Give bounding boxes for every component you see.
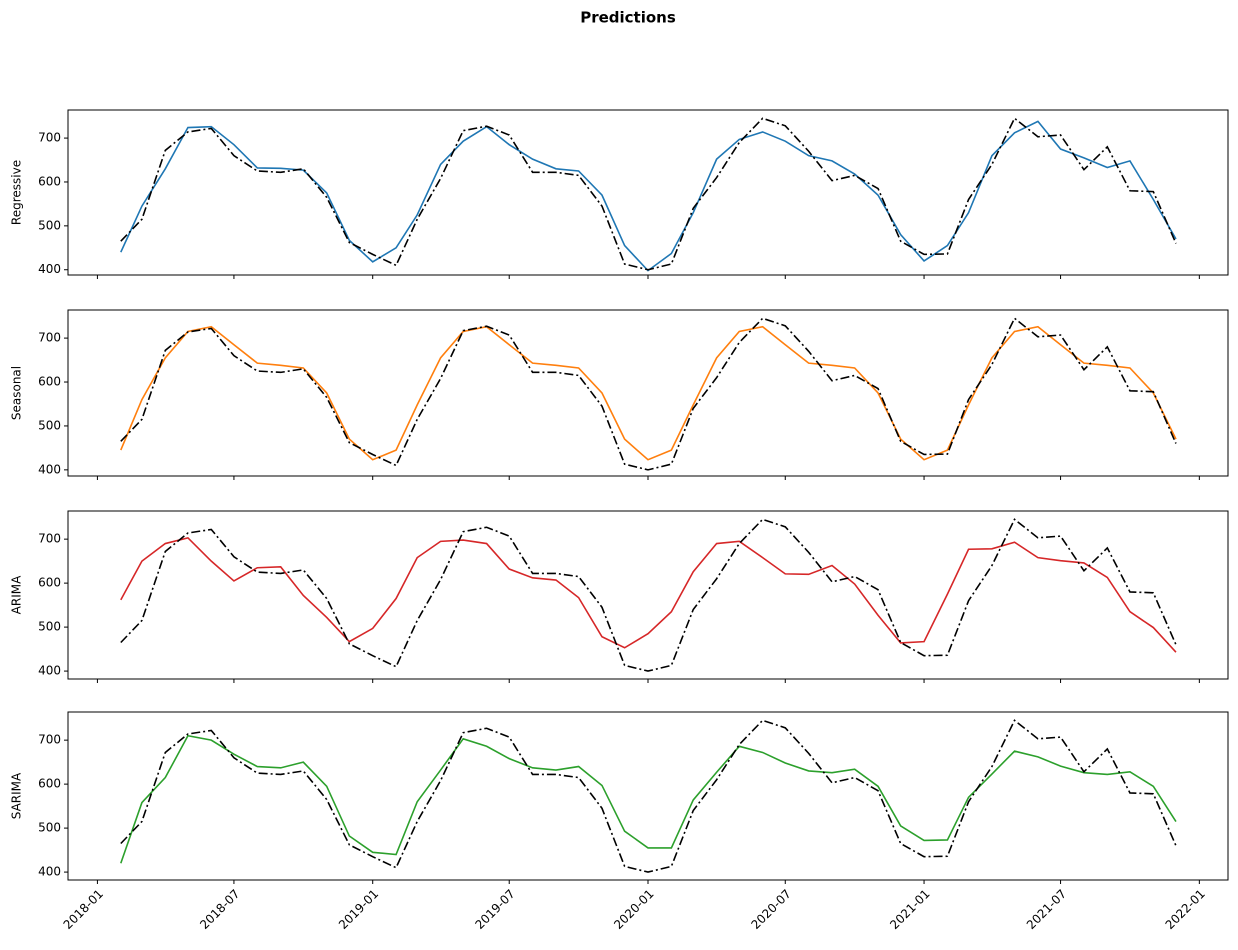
y-tick-label: 700 <box>38 532 61 546</box>
series-line <box>120 317 1177 471</box>
x-tick-label: 2020-07 <box>749 887 794 932</box>
series-line <box>120 734 1177 864</box>
y-axis-label: Seasonal <box>10 366 24 420</box>
axes-frame <box>67 309 1229 477</box>
axes-frame <box>67 711 1229 881</box>
y-tick-label: 500 <box>38 218 61 232</box>
series-line <box>120 719 1177 873</box>
y-tick-label: 400 <box>38 462 61 476</box>
x-tick-label: 2021-01 <box>887 887 932 932</box>
subplot: 400 500 600 700 Regressive <box>10 109 1229 279</box>
y-tick-label: 500 <box>38 620 61 634</box>
figure-title: Predictions <box>580 9 676 27</box>
subplot: 400 500 600 700 2018-01 2018-07 2019-01 2019-07… <box>10 711 1229 932</box>
axes-frame <box>67 510 1229 680</box>
series-line <box>120 325 1177 461</box>
subplot: 400 500 600 700 ARIMA <box>10 510 1229 683</box>
x-tick-label: 2018-01 <box>61 887 106 932</box>
y-tick-label: 400 <box>38 865 61 879</box>
y-axis-label: Regressive <box>10 160 24 225</box>
x-tick-label: 2020-01 <box>611 887 656 932</box>
x-tick-label: 2021-07 <box>1024 887 1069 932</box>
y-tick-label: 600 <box>38 375 61 389</box>
x-tick-label: 2019-01 <box>336 887 381 932</box>
y-tick-label: 400 <box>38 262 61 276</box>
y-axis-label: SARIMA <box>10 772 24 819</box>
series-line <box>120 117 1177 271</box>
subplot: 400 500 600 700 Seasonal <box>10 309 1229 480</box>
y-tick-label: 700 <box>38 331 61 345</box>
y-tick-label: 600 <box>38 777 61 791</box>
series-line <box>120 518 1177 672</box>
series-line <box>120 120 1177 272</box>
x-tick-label: 2022-01 <box>1163 887 1208 932</box>
axes-frame <box>67 109 1229 276</box>
series-line <box>120 536 1177 653</box>
y-tick-label: 500 <box>38 821 61 835</box>
y-tick-label: 500 <box>38 418 61 432</box>
y-tick-label: 700 <box>38 131 61 145</box>
y-tick-label: 600 <box>38 576 61 590</box>
y-tick-label: 400 <box>38 664 61 678</box>
y-axis-label: ARIMA <box>10 575 24 614</box>
y-tick-label: 700 <box>38 733 61 747</box>
x-tick-label: 2019-07 <box>472 887 517 932</box>
y-tick-label: 600 <box>38 174 61 188</box>
x-tick-label: 2018-07 <box>197 887 242 932</box>
